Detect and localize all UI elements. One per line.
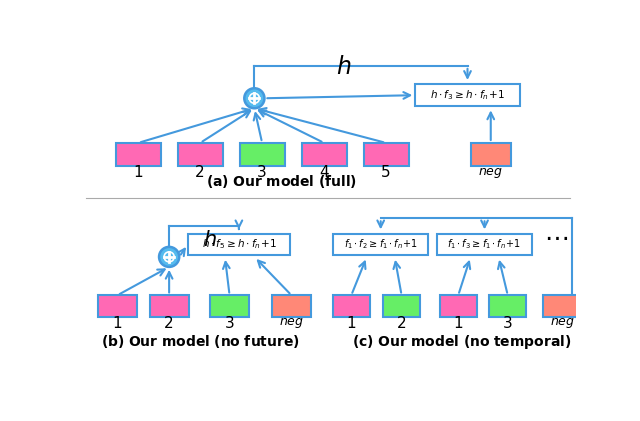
Text: 3: 3 <box>503 316 513 330</box>
FancyBboxPatch shape <box>383 296 420 317</box>
FancyBboxPatch shape <box>470 143 511 166</box>
FancyBboxPatch shape <box>98 296 136 317</box>
Text: 2: 2 <box>164 316 174 330</box>
FancyBboxPatch shape <box>239 143 285 166</box>
Text: 1: 1 <box>346 316 356 330</box>
FancyBboxPatch shape <box>210 296 249 317</box>
Text: 4: 4 <box>319 165 329 181</box>
Text: 2: 2 <box>397 316 406 330</box>
Text: 3: 3 <box>257 165 267 181</box>
FancyBboxPatch shape <box>437 234 532 256</box>
Ellipse shape <box>244 88 264 108</box>
FancyBboxPatch shape <box>116 143 161 166</box>
Text: 5: 5 <box>381 165 391 181</box>
Text: $\mathit{neg}$: $\mathit{neg}$ <box>478 166 503 180</box>
Text: 1: 1 <box>453 316 463 330</box>
Text: $f_1 \cdot f_3 \geq f_1 \cdot f_n\!+\!1$: $f_1 \cdot f_3 \geq f_1 \cdot f_n\!+\!1$ <box>447 238 522 251</box>
FancyBboxPatch shape <box>333 296 370 317</box>
Text: $\mathit{neg}$: $\mathit{neg}$ <box>550 316 575 330</box>
Text: 1: 1 <box>133 165 143 181</box>
Ellipse shape <box>159 247 179 267</box>
Text: $h \cdot f_5 \geq h \cdot f_n\!+\!1$: $h \cdot f_5 \geq h \cdot f_n\!+\!1$ <box>202 238 276 251</box>
FancyBboxPatch shape <box>489 296 527 317</box>
FancyBboxPatch shape <box>301 143 347 166</box>
FancyBboxPatch shape <box>188 234 290 256</box>
Text: $\mathit{h}$: $\mathit{h}$ <box>202 230 216 250</box>
Text: $\cdots$: $\cdots$ <box>544 225 568 249</box>
Text: 2: 2 <box>195 165 205 181</box>
Text: $\bf{(b)\ Our\ model\ (no\ future)}$: $\bf{(b)\ Our\ model\ (no\ future)}$ <box>100 333 300 350</box>
FancyBboxPatch shape <box>440 296 477 317</box>
Text: $\mathit{h}$: $\mathit{h}$ <box>336 56 351 80</box>
FancyBboxPatch shape <box>178 143 223 166</box>
FancyBboxPatch shape <box>415 84 520 106</box>
Text: $h \cdot f_3 \geq h \cdot f_n\!+\!1$: $h \cdot f_3 \geq h \cdot f_n\!+\!1$ <box>430 88 505 102</box>
FancyBboxPatch shape <box>333 234 428 256</box>
Text: $\bf{(c)\ Our\ model\ (no\ temporal)}$: $\bf{(c)\ Our\ model\ (no\ temporal)}$ <box>351 333 571 351</box>
Text: $\mathit{neg}$: $\mathit{neg}$ <box>279 316 304 330</box>
Text: 1: 1 <box>113 316 122 330</box>
Text: $\bf{(a)\ Our\ model\ (full)}$: $\bf{(a)\ Our\ model\ (full)}$ <box>206 173 357 190</box>
FancyBboxPatch shape <box>543 296 580 317</box>
Text: $f_1 \cdot f_2 \geq f_1 \cdot f_n\!+\!1$: $f_1 \cdot f_2 \geq f_1 \cdot f_n\!+\!1$ <box>344 238 418 251</box>
Text: 3: 3 <box>225 316 234 330</box>
FancyBboxPatch shape <box>272 296 311 317</box>
FancyBboxPatch shape <box>150 296 189 317</box>
FancyBboxPatch shape <box>364 143 408 166</box>
